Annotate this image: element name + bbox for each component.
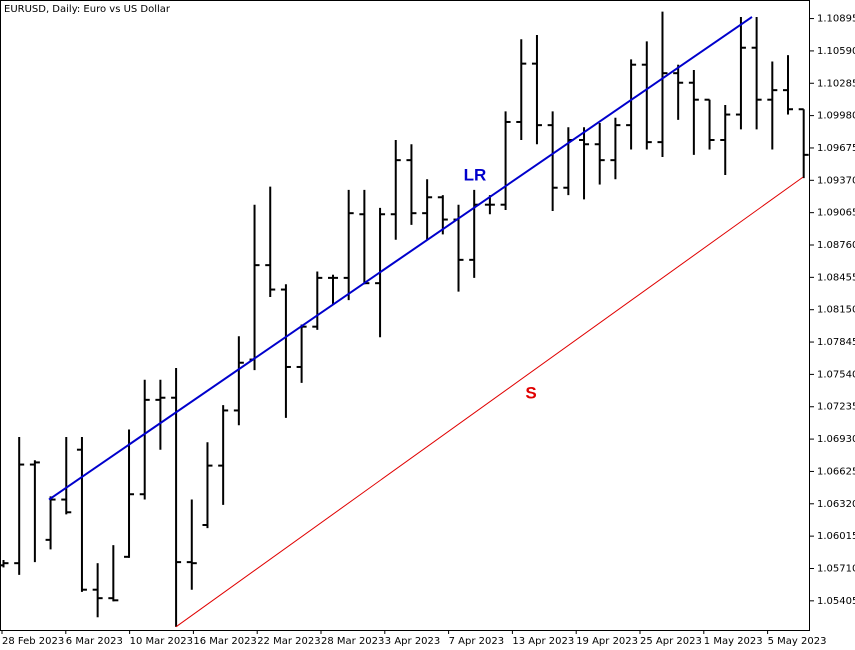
y-tick-label: 1.08150: [817, 305, 855, 316]
trend-line: [175, 176, 804, 628]
y-tick-label: 1.07540: [817, 369, 855, 380]
y-tick-label: 1.10895: [817, 14, 855, 25]
trend-line: [48, 16, 753, 501]
x-tick-label: 3 Apr 2023: [385, 636, 440, 647]
x-tick-label: 5 May 2023: [768, 636, 827, 647]
x-tick-label: 28 Mar 2023: [321, 636, 384, 647]
y-tick-label: 1.09065: [817, 208, 855, 219]
y-tick-label: 1.06930: [817, 434, 855, 445]
y-tick-label: 1.06625: [817, 466, 855, 477]
x-tick-label: 16 Mar 2023: [193, 636, 256, 647]
y-tick-label: 1.06320: [817, 499, 855, 510]
x-tick-label: 25 Apr 2023: [640, 636, 702, 647]
y-tick-label: 1.09675: [817, 143, 855, 154]
y-tick-label: 1.05710: [817, 563, 855, 574]
line-label: S: [525, 383, 536, 402]
x-tick-label: 6 Mar 2023: [66, 636, 123, 647]
y-tick-label: 1.05405: [817, 596, 855, 607]
chart-title: EURUSD, Daily: Euro vs US Dollar: [4, 4, 171, 15]
y-tick-label: 1.07235: [817, 402, 855, 413]
y-tick-label: 1.09370: [817, 175, 855, 186]
x-tick-label: 22 Mar 2023: [257, 636, 320, 647]
y-tick-label: 1.10285: [817, 78, 855, 89]
plot-frame: [0, 0, 810, 631]
y-tick-label: 1.08760: [817, 240, 855, 251]
x-tick-label: 10 Mar 2023: [130, 636, 193, 647]
x-tick-label: 13 Apr 2023: [512, 636, 574, 647]
x-tick-label: 19 Apr 2023: [576, 636, 638, 647]
y-tick-label: 1.08455: [817, 272, 855, 283]
y-tick-label: 1.06015: [817, 531, 855, 542]
line-label: LR: [464, 165, 487, 184]
y-tick-label: 1.09980: [817, 111, 855, 122]
x-tick-label: 7 Apr 2023: [449, 636, 504, 647]
y-tick-label: 1.10590: [817, 46, 855, 57]
x-tick-label: 1 May 2023: [704, 636, 763, 647]
x-tick-label: 28 Feb 2023: [2, 636, 64, 647]
y-tick-label: 1.07845: [817, 337, 855, 348]
